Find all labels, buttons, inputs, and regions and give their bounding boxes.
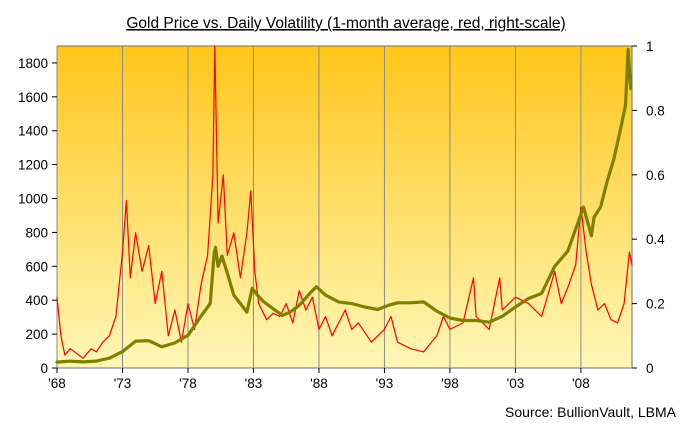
y-left-tick-label: 1400: [18, 124, 48, 139]
y-right-tick-label: 0.4: [646, 232, 665, 247]
y-left-tick-label: 800: [25, 225, 48, 240]
x-tick-label: '08: [572, 376, 590, 391]
y-right-tick-label: 0.6: [646, 168, 665, 183]
y-left-tick-label: 1000: [18, 192, 48, 207]
y-left-tick-label: 600: [25, 259, 48, 274]
x-tick-label: '83: [245, 376, 263, 391]
x-tick-label: '88: [310, 376, 328, 391]
x-tick-label: '73: [114, 376, 132, 391]
chart-title: Gold Price vs. Daily Volatility (1-month…: [126, 15, 565, 32]
gold-price-series-line: [55, 47, 633, 364]
x-tick-label: '78: [179, 376, 197, 391]
y-left-tick-label: 0: [40, 361, 48, 376]
y-left-tick-label: 200: [25, 327, 48, 342]
x-tick-label: '68: [48, 376, 66, 391]
y-left-tick-label: 1600: [18, 90, 48, 105]
y-right-tick-label: 0.8: [646, 103, 665, 118]
y-left-tick-label: 1200: [18, 158, 48, 173]
x-tick-label: '03: [507, 376, 525, 391]
plot-area: [56, 45, 633, 369]
series-lines: [55, 45, 633, 364]
y-left-tick-label: 400: [25, 293, 48, 308]
y-left-tick-label: 1800: [18, 56, 48, 71]
y-right-tick-label: 1: [646, 39, 654, 54]
y-right-tick-label: 0: [646, 361, 654, 376]
axes: '68 '73 '78 '83 '88 '93 '98 '03 '08 0 200 400 600 800…: [18, 39, 665, 391]
source-note: Source: BullionVault, LBMA: [505, 404, 677, 420]
x-tick-label: '98: [441, 376, 459, 391]
y-right-tick-label: 0.2: [646, 297, 665, 312]
x-tick-label: '93: [376, 376, 394, 391]
